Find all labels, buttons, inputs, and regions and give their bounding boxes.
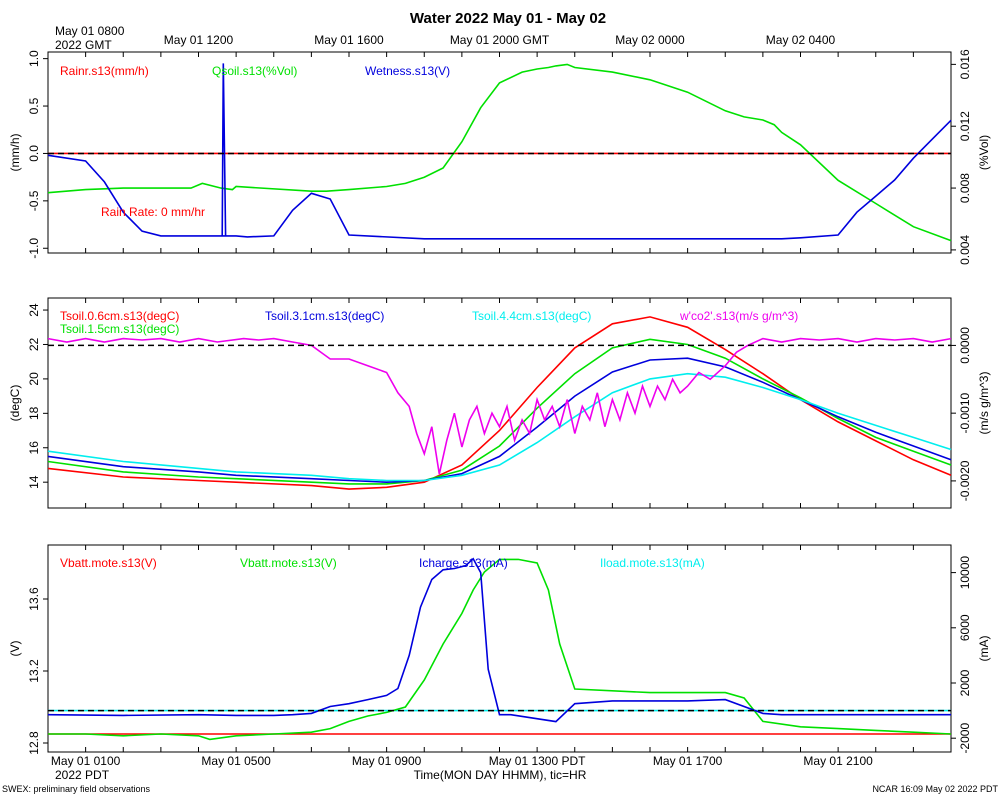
right-tick-label: 10000 (958, 556, 972, 590)
bottom-x-tick-label: May 01 1700 (653, 754, 723, 768)
top-x-tick-label: May 02 0000 (615, 33, 685, 47)
footer-right: NCAR 16:09 May 02 2022 PDT (872, 784, 998, 794)
left-axis-title: (mm/h) (8, 134, 22, 172)
left-tick-label: 12.8 (27, 731, 41, 755)
bottom-x-tick-label: May 01 0900 (352, 754, 422, 768)
top-x-tick-label: May 01 1200 (164, 33, 234, 47)
right-tick-label: 0.016 (958, 49, 972, 79)
legend-entry-power-3: Iload.mote.s13(mA) (600, 556, 705, 570)
legend-entry-water-1: Qsoil.s13(%Vol) (212, 64, 297, 78)
top-time-start-label-2: 2022 GMT (55, 38, 112, 52)
right-tick-label: -0.0020 (958, 460, 972, 501)
series-line-power-3 (47, 557, 951, 723)
legend-entry-temperature-1: Tsoil.1.5cm.s13(degC) (60, 322, 179, 336)
series-line-temperature-1 (47, 338, 952, 485)
x-axis-label: Time(MON DAY HHMM), tic=HR (414, 768, 587, 782)
annotation-rain-rate: Rain Rate: 0 mm/hr (101, 205, 205, 219)
series-line-temperature-3 (47, 372, 952, 482)
left-tick-label: 24 (27, 303, 41, 317)
legend-entry-power-1: Vbatt.mote.s13(V) (240, 556, 337, 570)
legend-entry-temperature-4: w'co2'.s13(m/s g/m^3) (679, 309, 798, 323)
left-tick-label: 22 (27, 337, 41, 351)
right-tick-label: -0.0010 (958, 392, 972, 433)
series-line-water-3 (221, 63, 227, 236)
right-tick-label: 0.004 (958, 235, 972, 265)
panel-power-frame (47, 544, 952, 753)
top-time-start-label-1: May 01 0800 (55, 24, 125, 38)
right-tick-label: 0.008 (958, 173, 972, 203)
left-tick-label: 20 (27, 372, 41, 386)
left-tick-label: -0.5 (27, 190, 41, 211)
series-line-temperature-0 (47, 316, 952, 490)
left-tick-label: 13.2 (27, 659, 41, 683)
chart-title: Water 2022 May 01 - May 02 (410, 10, 606, 27)
right-tick-label: -2000 (958, 723, 972, 754)
legend-entry-temperature-2: Tsoil.3.1cm.s13(degC) (265, 309, 384, 323)
top-x-tick-label: May 01 1600 (314, 33, 384, 47)
right-tick-label: 2000 (958, 669, 972, 696)
left-tick-label: 1.0 (27, 50, 41, 67)
bottom-year-label: 2022 PDT (55, 768, 110, 782)
left-tick-label: 16 (27, 441, 41, 455)
right-axis-title: (mA) (977, 636, 991, 662)
left-tick-label: 0.5 (27, 97, 41, 114)
legend-entry-temperature-3: Tsoil.4.4cm.s13(degC) (472, 309, 591, 323)
legend-entry-water-0: Rainr.s13(mm/h) (60, 64, 149, 78)
bottom-x-tick-label: May 01 2100 (803, 754, 873, 768)
top-x-tick-label: May 01 2000 GMT (450, 33, 550, 47)
right-tick-label: 0.0000 (958, 327, 972, 364)
legend-entry-power-2: Icharge.s13(mA) (419, 556, 508, 570)
bottom-x-tick-label: May 01 0500 (201, 754, 271, 768)
left-axis-title: (V) (8, 641, 22, 657)
footer-left: SWEX: preliminary field observations (2, 784, 151, 794)
right-axis-title: (%Vol) (977, 135, 991, 170)
left-tick-label: 13.6 (27, 587, 41, 611)
bottom-x-tick-label: May 01 1300 PDT (489, 754, 586, 768)
left-tick-label: 14 (27, 475, 41, 489)
right-tick-label: 6000 (958, 614, 972, 641)
legend-entry-temperature-0: Tsoil.0.6cm.s13(degC) (60, 309, 179, 323)
legend-entry-water-2: Wetness.s13(V) (365, 64, 450, 78)
left-tick-label: -1.0 (27, 238, 41, 259)
bottom-x-tick-label: May 01 0100 (51, 754, 121, 768)
series-line-temperature-4 (47, 337, 952, 475)
right-axis-title: (m/s g/m^3) (977, 372, 991, 435)
legend-entry-power-0: Vbatt.mote.s13(V) (60, 556, 157, 570)
series-line-water-2 (47, 119, 952, 240)
top-x-tick-label: May 02 0400 (766, 33, 836, 47)
left-tick-label: 0.0 (27, 145, 41, 162)
left-axis-title: (degC) (8, 385, 22, 422)
series-line-temperature-2 (47, 357, 952, 484)
left-tick-label: 18 (27, 406, 41, 420)
right-tick-label: 0.012 (958, 111, 972, 141)
series-line-power-2 (48, 558, 952, 741)
